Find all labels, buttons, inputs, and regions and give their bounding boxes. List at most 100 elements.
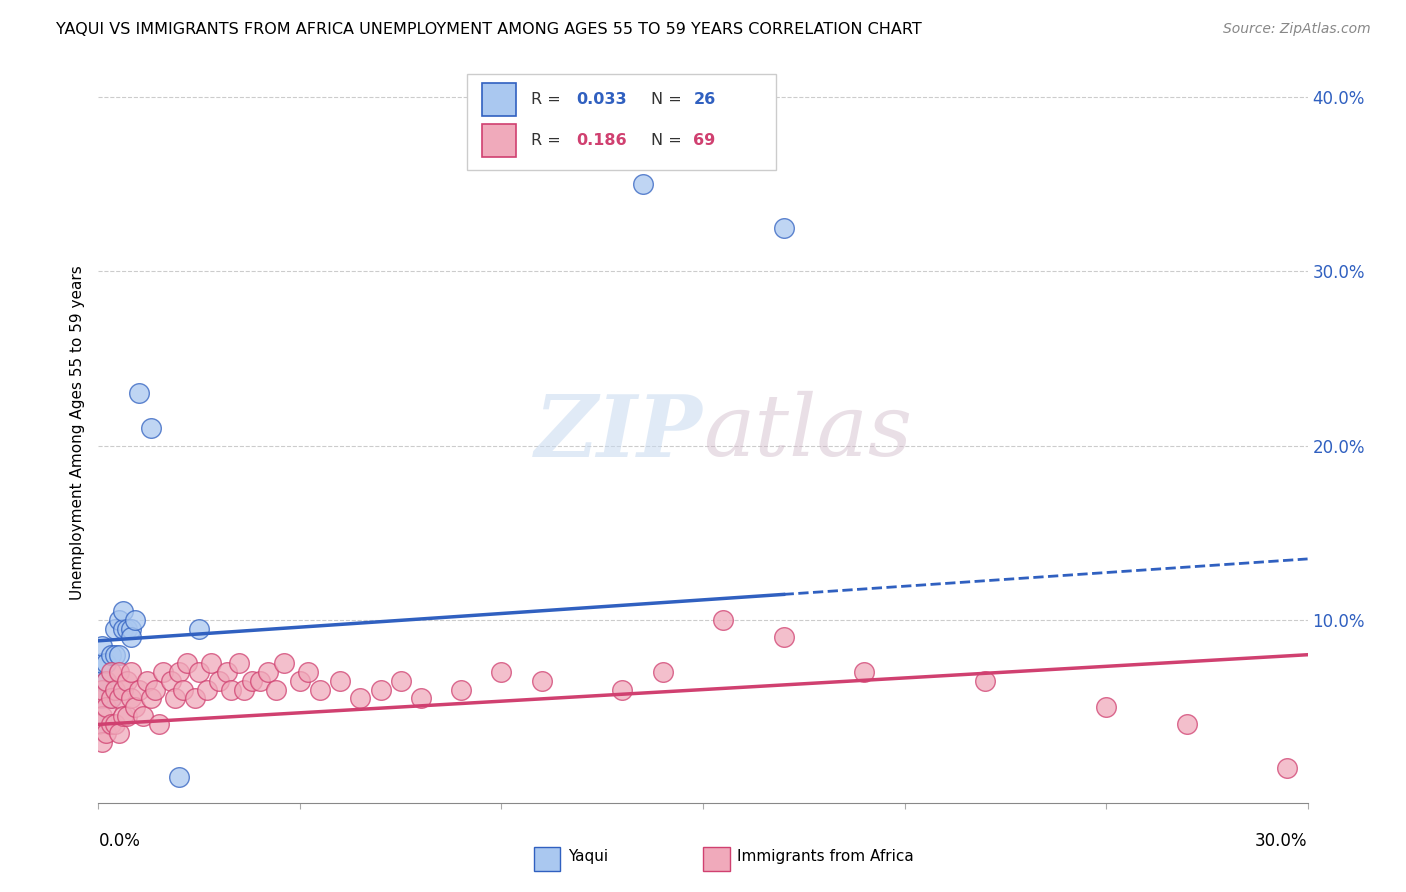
Point <box>148 717 170 731</box>
Point <box>221 682 243 697</box>
Point <box>128 386 150 401</box>
Point <box>115 622 138 636</box>
Point <box>91 639 114 653</box>
Point <box>87 717 110 731</box>
Text: ZIP: ZIP <box>536 391 703 475</box>
Point <box>96 657 118 671</box>
FancyBboxPatch shape <box>534 847 561 871</box>
Text: Yaqui: Yaqui <box>568 848 607 863</box>
Point <box>160 673 183 688</box>
Point <box>87 691 110 706</box>
Text: R =: R = <box>531 92 567 107</box>
Text: Immigrants from Africa: Immigrants from Africa <box>737 848 914 863</box>
Point <box>631 178 654 192</box>
Text: 0.033: 0.033 <box>576 92 627 107</box>
Point <box>200 657 222 671</box>
Point <box>107 648 129 662</box>
Point <box>184 691 207 706</box>
Point <box>100 648 122 662</box>
Point <box>208 673 231 688</box>
Point <box>309 682 332 697</box>
Text: 26: 26 <box>693 92 716 107</box>
Text: N =: N = <box>651 92 688 107</box>
Point <box>249 673 271 688</box>
Point <box>217 665 239 680</box>
Text: 69: 69 <box>693 133 716 148</box>
Text: 0.186: 0.186 <box>576 133 627 148</box>
Point <box>100 691 122 706</box>
Point <box>120 691 142 706</box>
Point <box>100 691 122 706</box>
Point <box>288 673 311 688</box>
Point <box>273 657 295 671</box>
Point <box>143 682 166 697</box>
Text: 30.0%: 30.0% <box>1256 832 1308 850</box>
Point <box>163 691 186 706</box>
Point <box>1175 717 1198 731</box>
Point <box>772 630 794 644</box>
Point <box>103 622 125 636</box>
Text: 0.0%: 0.0% <box>98 832 141 850</box>
Point <box>91 708 114 723</box>
Point <box>176 657 198 671</box>
Point <box>107 691 129 706</box>
Point <box>389 673 412 688</box>
Point <box>103 682 125 697</box>
Point <box>115 708 138 723</box>
Point <box>103 648 125 662</box>
Point <box>103 717 125 731</box>
Point <box>188 665 211 680</box>
Point <box>100 665 122 680</box>
Point <box>188 622 211 636</box>
Text: N =: N = <box>651 133 688 148</box>
Point <box>87 717 110 731</box>
Point <box>195 682 218 697</box>
Point <box>772 221 794 235</box>
Point <box>1095 700 1118 714</box>
Point <box>120 630 142 644</box>
Point <box>111 708 134 723</box>
Point <box>974 673 997 688</box>
Point <box>111 622 134 636</box>
Point <box>491 665 513 680</box>
Point <box>91 673 114 688</box>
Point <box>135 673 157 688</box>
Point <box>120 622 142 636</box>
Point <box>152 665 174 680</box>
Point <box>91 682 114 697</box>
Point <box>96 673 118 688</box>
Point <box>409 691 432 706</box>
Point <box>167 665 190 680</box>
FancyBboxPatch shape <box>703 847 730 871</box>
Text: R =: R = <box>531 133 567 148</box>
Point <box>853 665 876 680</box>
Point <box>612 682 634 697</box>
Point <box>91 691 114 706</box>
Point <box>87 691 110 706</box>
Point <box>107 613 129 627</box>
Point <box>329 673 352 688</box>
Point <box>132 708 155 723</box>
FancyBboxPatch shape <box>467 73 776 169</box>
Point <box>111 682 134 697</box>
Point <box>711 613 734 627</box>
Point <box>256 665 278 680</box>
Text: Source: ZipAtlas.com: Source: ZipAtlas.com <box>1223 22 1371 37</box>
Point <box>297 665 319 680</box>
Point <box>450 682 472 697</box>
Point <box>111 604 134 618</box>
Point <box>264 682 287 697</box>
Text: atlas: atlas <box>703 392 912 474</box>
Point <box>651 665 673 680</box>
Point <box>91 657 114 671</box>
Text: YAQUI VS IMMIGRANTS FROM AFRICA UNEMPLOYMENT AMONG AGES 55 TO 59 YEARS CORRELATI: YAQUI VS IMMIGRANTS FROM AFRICA UNEMPLOY… <box>56 22 922 37</box>
Point <box>240 673 263 688</box>
Point <box>349 691 371 706</box>
Point <box>124 700 146 714</box>
Point <box>107 665 129 680</box>
Point <box>228 657 250 671</box>
Point <box>100 717 122 731</box>
Point <box>172 682 194 697</box>
FancyBboxPatch shape <box>482 123 516 157</box>
Y-axis label: Unemployment Among Ages 55 to 59 years: Unemployment Among Ages 55 to 59 years <box>69 265 84 600</box>
